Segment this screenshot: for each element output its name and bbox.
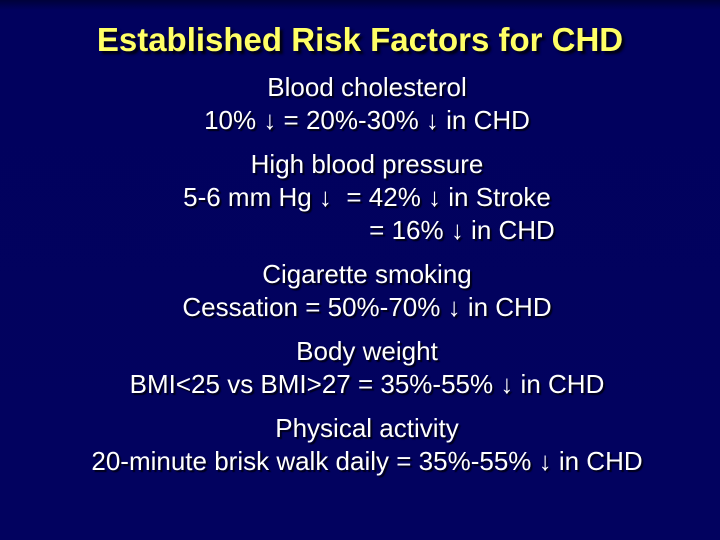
section-heading: Physical activity [275,413,459,443]
slide-title: Established Risk Factors for CHD [96,21,624,58]
section-heading: Cigarette smoking [262,259,472,289]
section-blood-cholesterol: Blood cholesterol 10% ↓ = 20%-30% ↓ in C… [14,71,720,137]
section-line: Cessation = 50%-70% ↓ in CHD [182,292,552,322]
section-line: 20-minute brisk walk daily = 35%-55% ↓ i… [91,446,643,476]
section-line: BMI<25 vs BMI>27 = 35%-55% ↓ in CHD [129,369,605,399]
section-heading: Body weight [296,336,438,366]
section-heading: Blood cholesterol [267,72,467,102]
section-physical-activity: Physical activity 20-minute brisk walk d… [14,412,720,478]
section-line: 5-6 mm Hg ↓ = 42% ↓ in Stroke [183,182,551,212]
section-body-weight: Body weight BMI<25 vs BMI>27 = 35%-55% ↓… [14,335,720,401]
section-high-blood-pressure: High blood pressure 5-6 mm Hg ↓ = 42% ↓ … [14,148,720,247]
section-line: = 16% ↓ in CHD [369,215,555,245]
section-heading: High blood pressure [250,149,484,179]
section-cigarette-smoking: Cigarette smoking Cessation = 50%-70% ↓ … [14,258,720,324]
risk-factor-list: Blood cholesterol 10% ↓ = 20%-30% ↓ in C… [0,71,720,478]
section-line: 10% ↓ = 20%-30% ↓ in CHD [204,105,530,135]
